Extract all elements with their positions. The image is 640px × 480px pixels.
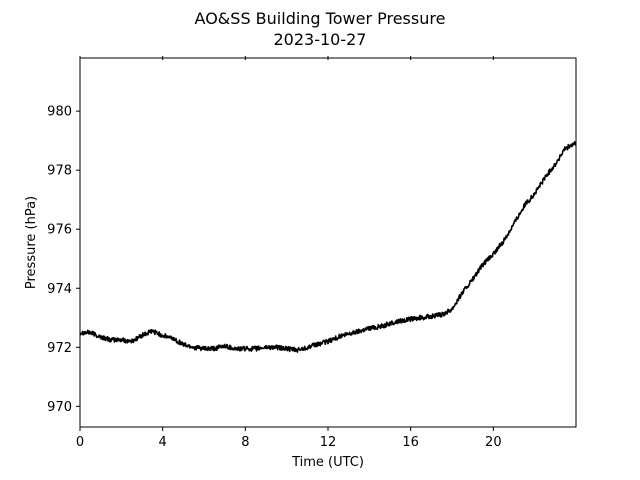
chart-subtitle: 2023-10-27 (274, 30, 367, 49)
y-tick-label: 976 (47, 223, 72, 238)
x-tick-label: 8 (241, 435, 249, 450)
x-tick-label: 20 (485, 435, 502, 450)
y-tick-label: 978 (47, 164, 72, 179)
y-tick-label: 980 (47, 105, 72, 120)
y-tick-label: 970 (47, 400, 72, 415)
chart-title: AO&SS Building Tower Pressure (195, 9, 446, 28)
series-group (80, 141, 576, 353)
y-tick-label: 974 (47, 282, 72, 297)
x-tick-label: 4 (159, 435, 167, 450)
x-tick-label: 0 (76, 435, 84, 450)
y-tick-label: 972 (47, 341, 72, 356)
x-axis-label: Time (UTC) (291, 455, 364, 470)
y-axis: 970 972 974 976 978 980 (47, 105, 80, 415)
x-axis: 0 4 8 12 16 20 (76, 56, 502, 450)
x-tick-label: 16 (402, 435, 419, 450)
x-tick-label: 12 (320, 435, 337, 450)
pressure-series-line (80, 141, 576, 353)
plot-frame (79, 57, 577, 428)
y-axis-label: Pressure (hPa) (24, 196, 39, 289)
